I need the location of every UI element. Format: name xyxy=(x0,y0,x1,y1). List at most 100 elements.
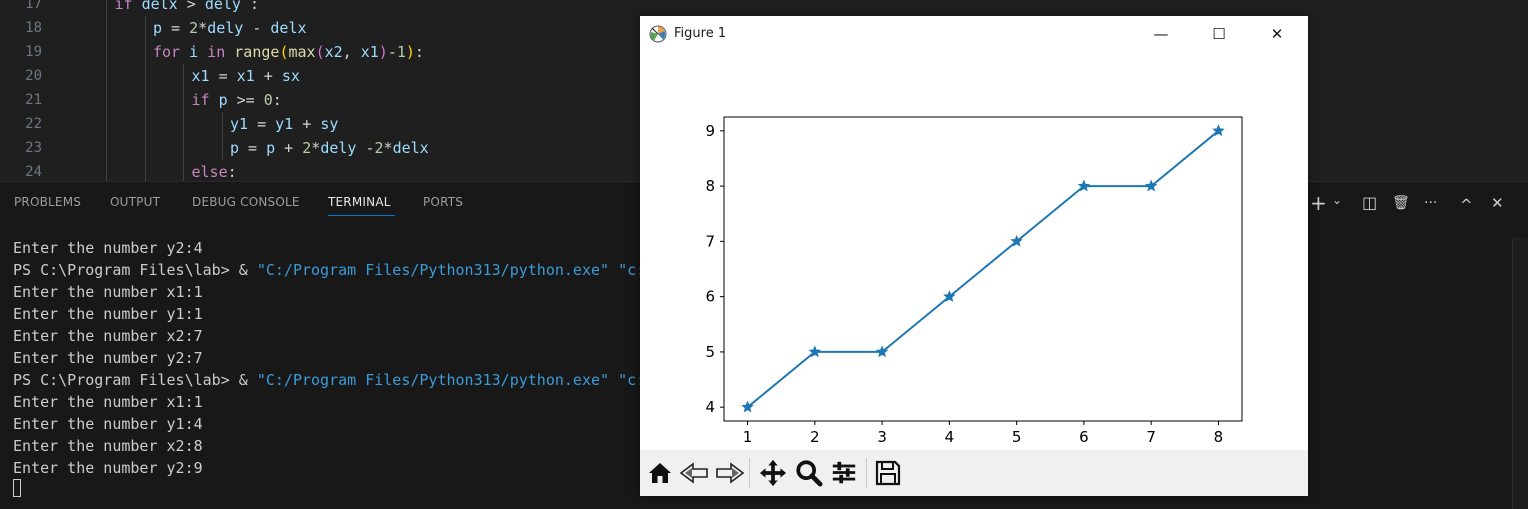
home-icon[interactable] xyxy=(646,459,674,487)
indent-guide xyxy=(144,64,146,88)
indent-guide xyxy=(221,112,223,136)
terminal-line: PS C:\Program Files\lab> & "C:/Program F… xyxy=(13,371,646,389)
indent-guide xyxy=(144,16,146,40)
minimize-button[interactable]: — xyxy=(1153,25,1169,43)
line-number: 19 xyxy=(25,44,42,60)
x-tick-label: 5 xyxy=(1012,428,1022,446)
code-text: else: xyxy=(191,163,237,181)
indent-guide xyxy=(183,136,185,160)
code-line: 20 x1 = x1 + sx xyxy=(0,64,1528,88)
indent-guide xyxy=(144,160,146,181)
code-line: 22 y1 = y1 + sy xyxy=(0,112,1528,136)
code-text: p = 2*dely - delx xyxy=(153,19,307,37)
figure-titlebar[interactable]: Figure 1 — ☐ ✕ xyxy=(640,16,1308,52)
line-number: 18 xyxy=(25,20,42,36)
maximize-button[interactable]: ☐ xyxy=(1212,25,1226,43)
close-panel-icon[interactable]: ✕ xyxy=(1491,194,1504,212)
x-tick-label: 7 xyxy=(1146,428,1156,446)
terminal-line: Enter the number y2:7 xyxy=(13,349,203,367)
line-number: 20 xyxy=(25,68,42,84)
terminal-line: Enter the number x1:1 xyxy=(13,283,203,301)
indent-guide xyxy=(144,136,146,160)
forward-icon[interactable] xyxy=(713,459,745,487)
toolbar-separator xyxy=(749,458,750,488)
line-number: 23 xyxy=(25,140,42,156)
code-text: if p >= 0: xyxy=(191,91,282,109)
data-point xyxy=(1144,179,1158,192)
terminal-scrollbar[interactable] xyxy=(1512,238,1528,509)
y-tick-label: 5 xyxy=(705,343,715,361)
data-point xyxy=(741,400,754,413)
save-icon[interactable] xyxy=(874,459,902,487)
plot-canvas[interactable]: 1 2 3 4 5 6 7 8 4 5 6 7 8 9 xyxy=(640,52,1308,450)
split-terminal-icon[interactable]: ◫ xyxy=(1362,193,1378,212)
terminal-line: Enter the number y2:4 xyxy=(13,239,203,257)
y-tick-label: 6 xyxy=(705,288,715,306)
trash-icon[interactable]: 🗑 xyxy=(1392,195,1410,211)
y-tick-label: 7 xyxy=(705,232,715,250)
more-actions-icon[interactable]: ··· xyxy=(1424,195,1438,211)
y-tick-label: 9 xyxy=(705,122,715,140)
data-point xyxy=(1077,179,1091,192)
zoom-icon[interactable] xyxy=(794,459,824,487)
indent-guide xyxy=(106,136,108,160)
tab-ports[interactable]: PORTS xyxy=(423,195,464,209)
code-text: for i in range(max(x2, x1)-1): xyxy=(153,43,424,61)
indent-guide xyxy=(106,88,108,112)
code-line: 23 p = p + 2*dely -2*delx xyxy=(0,136,1528,160)
line-number: 17 xyxy=(25,0,42,12)
toolbar-separator xyxy=(866,458,867,488)
data-point xyxy=(808,345,822,358)
indent-guide xyxy=(106,0,108,16)
indent-guide xyxy=(106,40,108,64)
code-text: y1 = y1 + sy xyxy=(230,115,339,133)
figure-window: Figure 1 — ☐ ✕ 1 2 3 4 5 6 7 8 4 5 6 7 8 9 xyxy=(640,16,1308,496)
maximize-panel-icon[interactable]: ^ xyxy=(1460,196,1473,214)
terminal-line: Enter the number x2:7 xyxy=(13,327,203,345)
line-number: 22 xyxy=(25,116,42,132)
pan-icon[interactable] xyxy=(758,459,788,487)
terminal-line: Enter the number y1:1 xyxy=(13,305,203,323)
data-point xyxy=(1212,124,1225,137)
tab-terminal[interactable]: TERMINAL xyxy=(328,195,391,209)
terminal-line: Enter the number y1:4 xyxy=(13,415,203,433)
code-line: 17 if delx > dely : xyxy=(0,0,1528,16)
y-tick-label: 4 xyxy=(705,398,715,416)
indent-guide xyxy=(106,112,108,136)
tab-problems[interactable]: PROBLEMS xyxy=(14,195,82,209)
indent-guide xyxy=(144,88,146,112)
code-line: 19 for i in range(max(x2, x1)-1): xyxy=(0,40,1528,64)
line-number: 21 xyxy=(25,92,42,108)
terminal-line: Enter the number x1:1 xyxy=(13,393,203,411)
close-button[interactable]: ✕ xyxy=(1270,25,1284,43)
x-tick-label: 2 xyxy=(810,428,820,446)
panel-tabs: PROBLEMS OUTPUT DEBUG CONSOLE TERMINAL P… xyxy=(0,182,1528,224)
new-terminal-button[interactable]: + xyxy=(1310,191,1327,215)
indent-guide xyxy=(106,64,108,88)
terminal-line: Enter the number y2:9 xyxy=(13,459,203,477)
series-line xyxy=(746,130,1220,408)
tab-output[interactable]: OUTPUT xyxy=(110,195,161,209)
x-tick-label: 8 xyxy=(1214,428,1224,446)
matplotlib-logo-icon xyxy=(649,25,667,43)
code-line: 24 else: xyxy=(0,160,1528,181)
tab-debug-console[interactable]: DEBUG CONSOLE xyxy=(192,195,300,209)
y-tick-label: 8 xyxy=(705,177,715,195)
indent-guide xyxy=(183,88,185,112)
code-text: if delx > dely : xyxy=(114,0,260,13)
terminal-line: PS C:\Program Files\lab> & "C:/Program F… xyxy=(13,261,646,279)
back-icon[interactable] xyxy=(679,459,711,487)
active-tab-indicator xyxy=(328,215,395,216)
indent-guide xyxy=(221,136,223,160)
indent-guide xyxy=(183,64,185,88)
data-point xyxy=(1010,234,1023,247)
data-point xyxy=(875,345,889,358)
indent-guide xyxy=(144,40,146,64)
data-point xyxy=(943,290,956,302)
code-text: p = p + 2*dely -2*delx xyxy=(230,139,429,157)
terminal-dropdown-icon[interactable]: ⌄ xyxy=(1332,193,1343,207)
configure-subplots-icon[interactable] xyxy=(829,459,859,487)
x-tick-label: 1 xyxy=(743,428,753,446)
figure-toolbar xyxy=(640,450,1308,496)
indent-guide xyxy=(106,160,108,181)
